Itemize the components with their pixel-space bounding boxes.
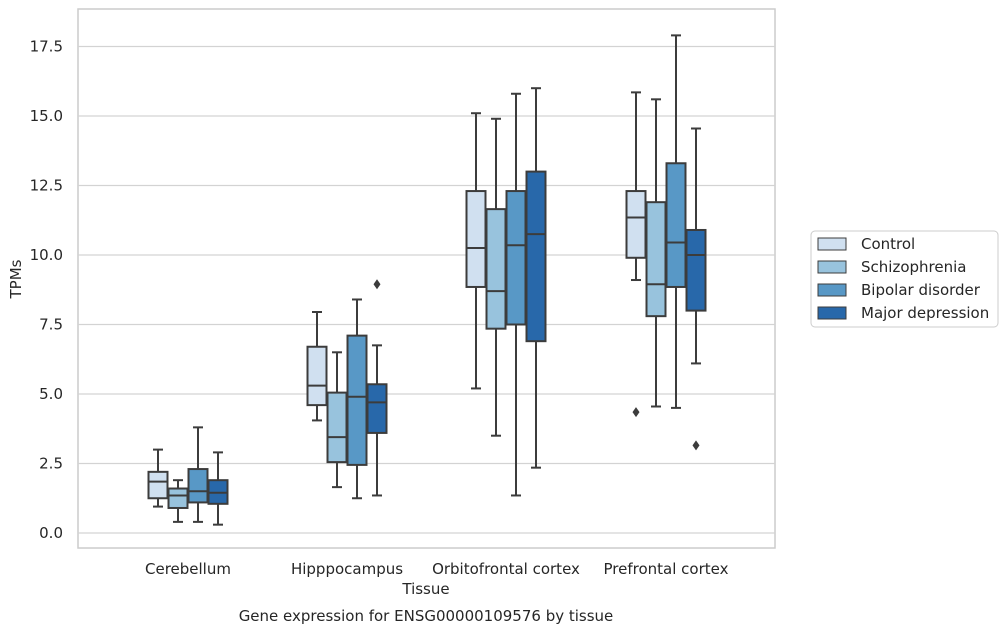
box-body bbox=[187, 468, 209, 504]
outlier-marker bbox=[632, 407, 640, 418]
y-axis-ticks: 0.0 2.5 5.0 7.5 10.0 12.5 15.0 17.5 bbox=[30, 38, 63, 543]
x-tick-label: Hipppocampus bbox=[291, 560, 403, 578]
box-control bbox=[306, 310, 328, 422]
chart-caption: Gene expression for ENSG00000109576 by t… bbox=[239, 607, 614, 625]
box-control bbox=[465, 112, 487, 390]
y-tick-label: 5.0 bbox=[39, 385, 63, 403]
x-axis-ticks: Cerebellum Hipppocampus Orbitofrontal cort… bbox=[145, 560, 729, 578]
box-bipolar-disorder bbox=[505, 92, 527, 497]
box-major-depression bbox=[207, 451, 229, 526]
box-major-depression bbox=[525, 87, 547, 469]
box-body bbox=[167, 487, 189, 509]
outlier-marker bbox=[373, 279, 381, 290]
legend-swatch bbox=[817, 283, 847, 297]
box-control bbox=[625, 91, 647, 418]
x-tick-label: Orbitofrontal cortex bbox=[432, 560, 580, 578]
x-axis-label: Tissue bbox=[401, 580, 449, 598]
box-body bbox=[505, 190, 527, 326]
legend: Control Schizophrenia Bipolar disorder Majo… bbox=[810, 230, 999, 328]
box-body bbox=[366, 383, 388, 434]
y-tick-label: 2.5 bbox=[39, 455, 63, 473]
box-body bbox=[525, 170, 547, 343]
box-body bbox=[306, 345, 328, 407]
y-tick-label: 0.0 bbox=[39, 524, 63, 542]
y-tick-label: 7.5 bbox=[39, 316, 63, 334]
box-body bbox=[625, 190, 647, 259]
box-body bbox=[326, 391, 348, 464]
legend-label: Schizophrenia bbox=[861, 258, 966, 276]
legend-label: Major depression bbox=[861, 304, 989, 322]
box-body bbox=[685, 228, 707, 312]
boxes bbox=[147, 34, 707, 526]
y-tick-label: 15.0 bbox=[30, 107, 63, 125]
box-body bbox=[645, 201, 667, 318]
gridlines bbox=[78, 45, 775, 534]
box-major-depression bbox=[685, 127, 707, 451]
y-tick-label: 12.5 bbox=[30, 177, 63, 195]
x-tick-label: Prefrontal cortex bbox=[604, 560, 729, 578]
outlier-marker bbox=[692, 440, 700, 451]
legend-frame bbox=[810, 230, 999, 328]
y-tick-label: 17.5 bbox=[30, 38, 63, 56]
box-body bbox=[665, 162, 687, 288]
box-body bbox=[465, 190, 487, 288]
box-schizophrenia bbox=[645, 98, 667, 408]
legend-swatch bbox=[817, 306, 847, 320]
y-axis-label: TPMs bbox=[7, 259, 25, 299]
legend-label: Bipolar disorder bbox=[861, 281, 981, 299]
box-major-depression bbox=[366, 279, 388, 497]
legend-swatch bbox=[817, 237, 847, 251]
box-control bbox=[147, 448, 169, 508]
y-tick-label: 10.0 bbox=[30, 246, 63, 264]
legend-swatch bbox=[817, 260, 847, 274]
box-body bbox=[147, 470, 169, 500]
box-body bbox=[485, 208, 507, 330]
legend-label: Control bbox=[861, 235, 915, 253]
box-body bbox=[346, 334, 368, 466]
box-bipolar-disorder bbox=[665, 34, 687, 409]
x-tick-label: Cerebellum bbox=[145, 560, 231, 578]
